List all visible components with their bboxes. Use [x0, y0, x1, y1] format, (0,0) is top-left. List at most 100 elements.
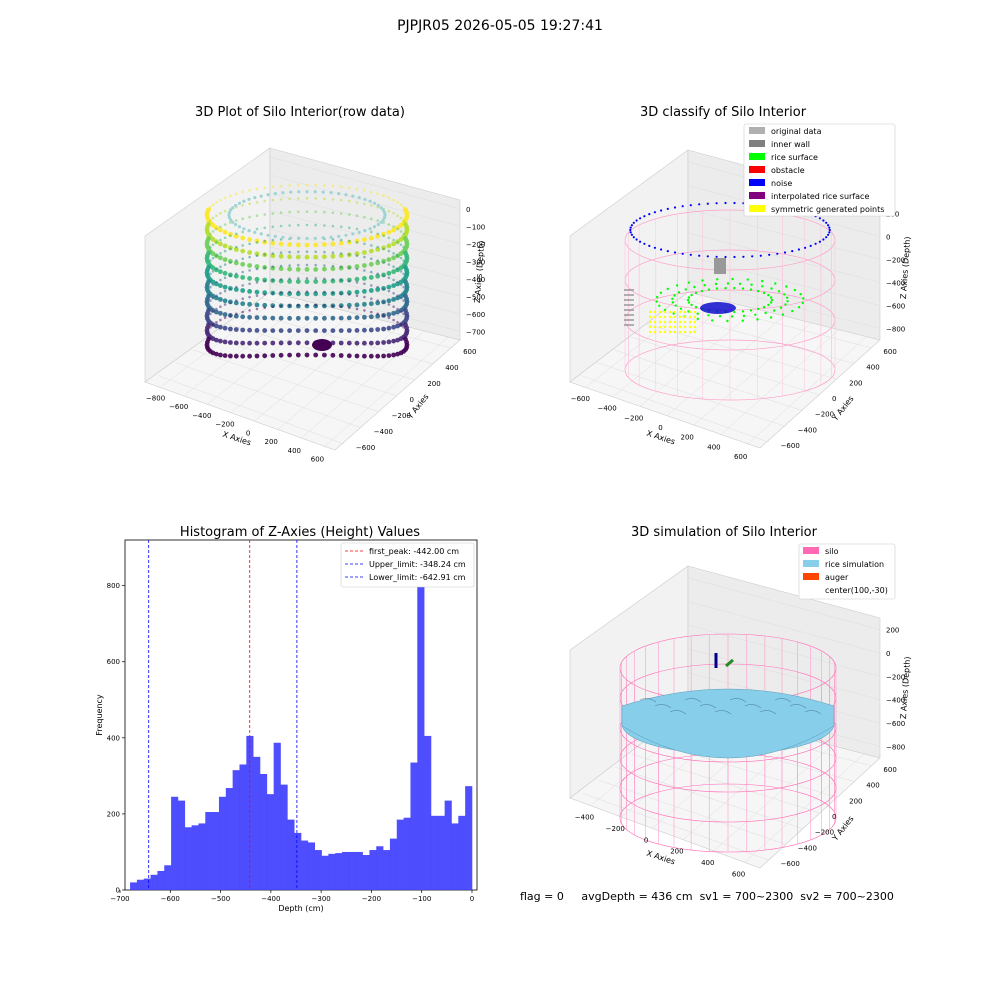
data-point: [386, 312, 392, 317]
data-point: [223, 236, 227, 240]
inner-wall-point: [624, 314, 626, 316]
y-tick-label: −600: [781, 442, 800, 450]
symmetric-point: [653, 325, 657, 329]
data-point: [305, 277, 309, 280]
data-point: [354, 328, 360, 333]
data-point: [387, 263, 391, 266]
data-point: [228, 353, 233, 359]
rice-surface-point: [797, 306, 801, 309]
data-point: [354, 289, 360, 295]
data-point: [363, 282, 366, 286]
grid-line: [687, 232, 881, 283]
data-point: [391, 297, 396, 302]
inner-wall-point: [624, 324, 626, 326]
data-point: [297, 183, 300, 187]
surface-contour: [729, 698, 747, 703]
inner-wall-point: [630, 294, 632, 296]
data-point: [247, 289, 253, 294]
y-tick-label: −600: [781, 860, 800, 868]
rice-surface-point: [791, 309, 794, 313]
y-tick-label: −400: [798, 426, 817, 434]
rice-surface-point: [769, 316, 773, 319]
data-point: [278, 241, 284, 247]
data-point: [241, 217, 244, 220]
data-point: [396, 254, 399, 257]
data-point: [263, 293, 267, 296]
data-point: [211, 243, 215, 246]
y-tick-label: −400: [374, 428, 393, 436]
data-point: [370, 204, 373, 207]
data-point: [322, 352, 327, 358]
y-tick-label: 200: [107, 810, 120, 818]
symmetric-point: [678, 325, 682, 329]
noise-point: [632, 221, 635, 224]
data-point: [370, 230, 373, 234]
histogram-bar: [136, 879, 145, 890]
symmetric-point: [673, 310, 677, 314]
data-point: [263, 199, 267, 203]
data-point: [255, 254, 259, 257]
data-point: [278, 352, 284, 358]
rice-surface-point: [746, 278, 749, 281]
histogram-bar: [266, 794, 274, 890]
data-point: [279, 304, 283, 308]
y-tick-label: 0: [116, 887, 120, 895]
data-point: [376, 299, 380, 302]
legend-label: inner wall: [771, 140, 810, 149]
data-point: [354, 340, 360, 346]
surface-contour: [669, 710, 687, 715]
data-point: [288, 197, 291, 201]
data-point: [322, 328, 327, 333]
data-point: [372, 225, 377, 229]
grid-line: [631, 753, 821, 814]
data-point: [278, 253, 284, 259]
sv2-text: sv2 = 700~2300: [800, 890, 894, 903]
data-point: [375, 353, 381, 359]
symmetric-point: [663, 310, 667, 314]
noise-point: [698, 254, 701, 257]
data-point: [404, 210, 409, 215]
data-point: [255, 187, 259, 191]
data-point: [259, 194, 263, 198]
data-point: [383, 211, 387, 215]
inner-wall-point: [626, 289, 628, 291]
histogram-bar: [171, 796, 179, 890]
data-point: [363, 215, 366, 219]
inner-wall-point: [632, 309, 634, 311]
data-point: [241, 284, 244, 287]
x-axis-label: Depth (cm): [278, 904, 323, 913]
data-point: [322, 242, 327, 247]
x-tick-label: −100: [412, 895, 431, 903]
data-point: [363, 295, 366, 299]
data-point: [338, 253, 344, 259]
data-point: [376, 219, 380, 222]
data-point: [271, 305, 275, 309]
rice-surface-point: [779, 306, 783, 309]
inner-wall-point: [624, 319, 626, 321]
data-point: [248, 309, 251, 312]
rice-surface-point: [738, 282, 742, 285]
data-point: [305, 263, 309, 267]
z-axis-label: Z Axies (Depth): [473, 240, 486, 303]
data-point: [247, 314, 253, 320]
data-point: [404, 311, 409, 316]
data-point: [375, 287, 381, 292]
legend-label: silo: [825, 547, 839, 556]
data-point: [215, 201, 218, 204]
data-point: [266, 193, 270, 197]
data-point: [247, 301, 253, 307]
symmetric-point: [648, 330, 652, 334]
data-point: [233, 233, 239, 239]
rice-surface-point: [715, 287, 719, 290]
z-tick-label: −600: [886, 720, 905, 728]
symmetric-point: [693, 325, 697, 329]
histogram-bar: [355, 851, 363, 890]
y-axis-label: Frequency: [95, 694, 104, 736]
histogram-bar: [348, 851, 357, 890]
symmetric-point: [648, 310, 652, 314]
grid-line: [269, 156, 461, 209]
data-point: [263, 266, 267, 270]
legend-swatch: [749, 140, 765, 147]
noise-point: [632, 236, 635, 239]
data-point: [218, 241, 223, 247]
